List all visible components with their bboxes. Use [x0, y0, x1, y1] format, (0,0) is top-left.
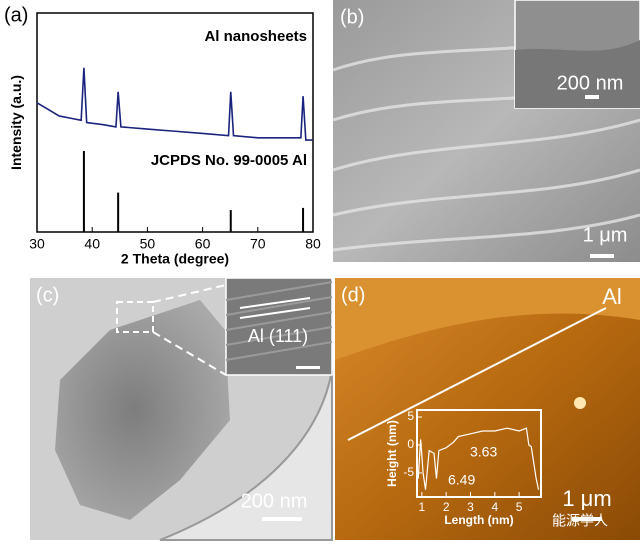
sem-image	[332, 0, 640, 262]
x-tick-label: 40	[84, 235, 100, 251]
x-tick-label: 80	[305, 235, 321, 251]
tem-image	[30, 277, 333, 541]
x-tick-label: 3	[467, 500, 474, 514]
y-axis-title: Intensity (a.u.)	[8, 75, 24, 170]
watermark: 能源学人	[552, 513, 608, 529]
panel-label: (a)	[4, 4, 28, 26]
annotation: 6.49	[448, 472, 475, 488]
x-tick-label: 50	[140, 235, 156, 251]
afm-image	[335, 278, 640, 540]
x-tick-label: 60	[195, 235, 211, 251]
data-line	[417, 427, 540, 490]
data-line	[36, 67, 313, 141]
panel-label: (c)	[36, 284, 59, 306]
panel-label: (d)	[341, 284, 365, 306]
plot-frame	[36, 12, 314, 233]
legend-label: JCPDS No. 99-0005 Al	[151, 152, 307, 169]
panel-label: (b)	[340, 6, 364, 28]
x-axis-title: Length (nm)	[444, 513, 513, 527]
inset-label: Al (111)	[248, 326, 308, 346]
x-tick-label: 5	[516, 500, 523, 514]
x-tick-label: 1	[419, 500, 426, 514]
annotation: 3.63	[470, 444, 497, 460]
y-tick-label: 0	[407, 437, 414, 451]
scale-label: 1 μm	[562, 486, 611, 511]
x-tick-label: 30	[29, 235, 45, 251]
legend-label: Al nanosheets	[204, 28, 307, 45]
x-tick-label: 2	[443, 500, 450, 514]
scale-label: 200 nm	[557, 72, 624, 94]
y-axis-title: Height (nm)	[385, 420, 399, 487]
scale-label: 200 nm	[241, 490, 308, 512]
x-axis-title: 2 Theta (degree)	[121, 251, 229, 267]
scale-label: 1 μm	[583, 224, 628, 246]
material-label: Al	[602, 284, 622, 309]
x-tick-label: 4	[491, 500, 498, 514]
y-tick-label: 5	[407, 409, 414, 423]
x-tick-label: 70	[250, 235, 266, 251]
y-tick-label: -5	[403, 465, 414, 479]
